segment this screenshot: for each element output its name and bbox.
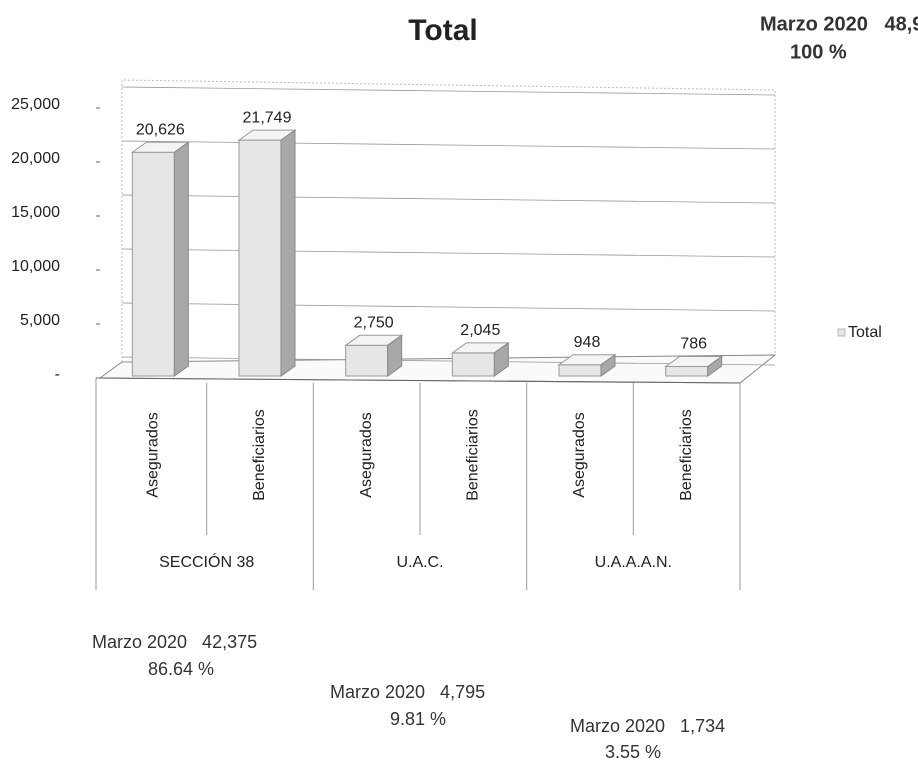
bar-side [707, 355, 723, 377]
value-label: 20,626 [136, 121, 185, 138]
bar-side [280, 129, 296, 377]
bar-side [173, 141, 189, 377]
value-label: 21,749 [243, 109, 292, 126]
x-axis [99, 377, 741, 384]
annotation: Marzo 2020 42,375 [92, 632, 257, 652]
annotation: Marzo 2020 48,904 [760, 13, 918, 35]
y-tick-label: 15,000 [11, 204, 60, 221]
annotation: Marzo 2020 1,734 [570, 716, 725, 736]
legend-swatch [837, 328, 846, 337]
bar-side [387, 334, 403, 377]
legend-label: Total [848, 324, 882, 341]
value-label: 2,750 [354, 315, 394, 332]
chart-title: Total [408, 14, 477, 47]
x-tick-label: Beneficiarios [678, 409, 695, 501]
annotation: 100 % [790, 41, 847, 63]
y-tick-label: 20,000 [11, 150, 60, 167]
x-tick-label: Asegurados [358, 412, 375, 497]
value-label: 2,045 [460, 322, 500, 339]
group-label: SECCIÓN 38 [159, 552, 254, 571]
group-label: U.A.C. [396, 554, 443, 571]
grid-line [121, 302, 776, 312]
x-tick-label: Asegurados [571, 412, 588, 497]
bar-side [600, 353, 616, 377]
annotation: 3.55 % [605, 742, 661, 762]
annotation: 9.81 % [390, 709, 446, 729]
value-label: 786 [680, 336, 707, 353]
grid-line [121, 86, 776, 96]
back-wall [99, 79, 776, 379]
group-label: U.A.A.A.N. [595, 554, 672, 571]
bar-front [238, 139, 282, 377]
bar-front [131, 151, 175, 377]
bar-front [451, 352, 495, 377]
x-tick-label: Beneficiarios [465, 409, 482, 501]
y-tick-label: - [55, 366, 60, 383]
grid-line [121, 248, 776, 258]
grid-line [121, 140, 776, 150]
grid-line [121, 356, 776, 366]
bar-front [665, 366, 709, 377]
annotation: Marzo 2020 4,795 [330, 682, 485, 702]
grid-line [121, 194, 776, 204]
annotation: 86.64 % [148, 659, 214, 679]
y-tick-label: 5,000 [20, 312, 60, 329]
bar-side [493, 341, 509, 377]
y-tick-label: 25,000 [11, 96, 60, 113]
x-tick-label: Beneficiarios [251, 409, 268, 501]
x-tick-label: Asegurados [145, 412, 162, 497]
bar-front [558, 364, 602, 377]
y-tick-label: 10,000 [11, 258, 60, 275]
bar-front [345, 344, 389, 377]
value-label: 948 [574, 334, 601, 351]
